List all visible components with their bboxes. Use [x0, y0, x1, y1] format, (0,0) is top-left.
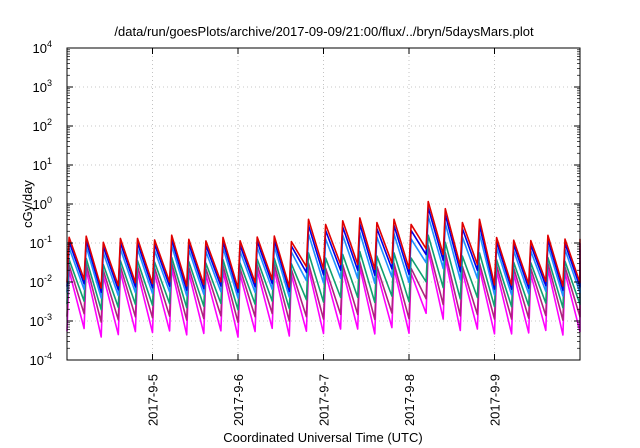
x-tick-label: 2017-9-7	[317, 374, 332, 426]
y-tick-base: 10	[30, 275, 44, 290]
x-tick-label: 2017-9-6	[231, 374, 246, 426]
y-tick-label: 10-1	[30, 234, 52, 251]
y-tick-base: 10	[33, 197, 47, 212]
x-axis-ticks: 2017-9-5 2017-9-6 2017-9-7 2017-9-8 2017-9-9	[146, 48, 503, 426]
y-tick-label: 10-2	[30, 273, 52, 290]
y-tick-base: 10	[33, 158, 47, 173]
x-tick-label: 2017-9-8	[402, 374, 417, 426]
y-tick-base: 10	[33, 119, 47, 134]
y-tick-exponent: 0	[47, 195, 52, 205]
series-line	[66, 200, 581, 289]
series-layer	[66, 200, 581, 338]
y-tick-exponent: -3	[44, 312, 52, 322]
y-tick-exponent: -2	[44, 273, 52, 283]
y-tick-base: 10	[33, 80, 47, 95]
y-tick-label: 10-3	[30, 312, 52, 329]
x-tick-label: 2017-9-9	[488, 374, 503, 426]
y-tick-label: 10-4	[30, 351, 52, 368]
x-tick-label: 2017-9-5	[146, 374, 161, 426]
y-tick-exponent: 2	[47, 117, 52, 127]
y-tick-label: 103	[33, 78, 52, 95]
y-tick-label: 101	[33, 156, 52, 173]
y-tick-exponent: 4	[47, 39, 52, 49]
y-tick-exponent: -1	[44, 234, 52, 244]
chart-title: /data/run/goesPlots/archive/2017-09-09/2…	[114, 24, 534, 39]
y-tick-exponent: -4	[44, 351, 52, 361]
y-tick-base: 10	[30, 353, 44, 368]
y-tick-base: 10	[30, 314, 44, 329]
y-tick-base: 10	[30, 236, 44, 251]
y-tick-exponent: 3	[47, 78, 52, 88]
x-axis-label: Coordinated Universal Time (UTC)	[223, 430, 422, 445]
y-tick-label: 104	[33, 39, 52, 56]
y-tick-label: 100	[33, 195, 52, 212]
y-axis-label: cGy/day	[20, 180, 35, 228]
y-tick-label: 102	[33, 117, 52, 134]
y-tick-exponent: 1	[47, 156, 52, 166]
y-tick-base: 10	[33, 41, 47, 56]
